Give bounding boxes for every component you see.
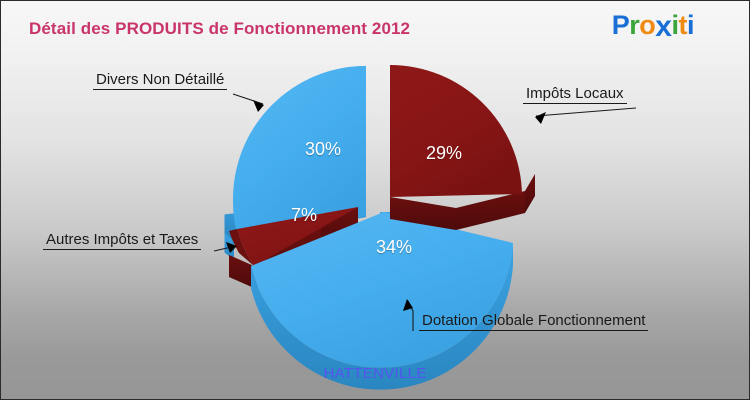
commune-caption: HATTENVILLE [323,365,427,382]
pie-slice-impots-locaux[interactable] [390,65,535,230]
logo-letter-o: o [639,10,656,40]
logo-letter-t: t [678,10,687,40]
slice-label-divers-non-detaille: 30% [305,139,342,159]
callout-arrowheads [226,100,546,311]
callout-divers-non-detaille[interactable]: Divers Non Détaillé [93,71,228,90]
slice-label-impots-locaux: 29% [426,143,463,163]
pie-slice-dotation-globale-fonctionnement[interactable] [251,212,513,390]
callout-impots-locaux[interactable]: Impôts Locaux [523,85,627,104]
callout-autres-impots-et-taxes[interactable]: Autres Impôts et Taxes [43,231,202,250]
page-title: Détail des PRODUITS de Fonctionnement 20… [29,19,411,38]
callout-dotation-globale[interactable]: Dotation Globale Fonctionnement [419,312,649,331]
slice-label-autres-impots-et-taxes: 7% [291,205,318,225]
logo-letter-i2: i [686,10,695,40]
logo-letter-i1: i [671,10,679,40]
slice-label-dotation-globale: 34% [376,237,413,257]
logo-letter-x: x [655,10,672,43]
proxiti-logo[interactable]: Proxiti [611,10,695,43]
logo-letter-r: r [629,10,640,40]
pie-slice-divers-non-detaille[interactable] [224,66,367,260]
logo-letter-p: P [611,10,630,40]
